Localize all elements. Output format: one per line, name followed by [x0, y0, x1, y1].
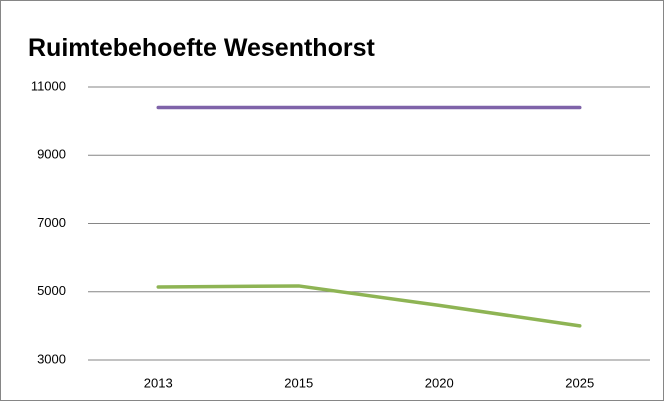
x-tick-label: 2025 [565, 375, 594, 390]
y-tick-label: 5000 [37, 283, 66, 298]
y-tick-label: 11000 [31, 78, 66, 93]
x-tick-label: 2020 [425, 375, 454, 390]
y-tick-label: 3000 [37, 351, 66, 366]
series-line [156, 284, 582, 328]
x-tick-label: 2015 [284, 375, 313, 390]
x-tick-label: 2013 [144, 375, 173, 390]
y-tick-label: 7000 [37, 215, 66, 230]
y-tick-label: 9000 [37, 147, 66, 162]
chart-title: Ruimtebehoefte Wesenthorst [28, 34, 375, 62]
